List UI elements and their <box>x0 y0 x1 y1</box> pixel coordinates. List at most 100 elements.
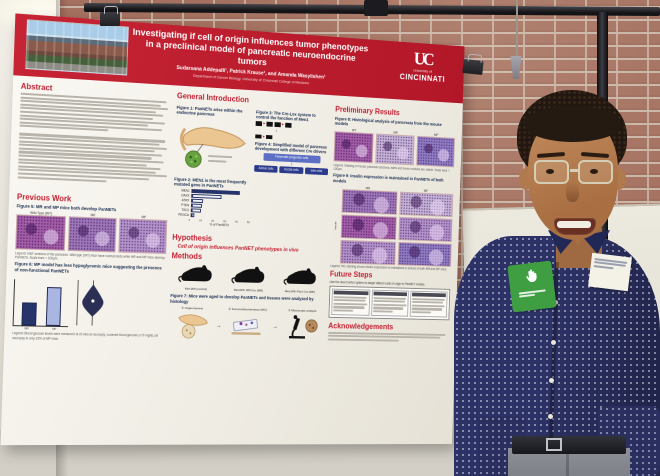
poster-column-left: Abstract Previous Work Figure 5: MR and … <box>12 80 172 344</box>
binder-clip-right <box>462 58 484 76</box>
fig8-histology-mr <box>375 133 415 166</box>
future-steps-table-col2 <box>370 289 410 317</box>
fig9-tile <box>339 239 396 265</box>
loxp-triangle-icon: ▸ <box>262 133 266 139</box>
fig1-pancreas-diagram <box>175 117 252 173</box>
fig2-tick-label: 10 <box>199 218 203 223</box>
fig6-bars <box>12 279 70 328</box>
fig5-histology-mr <box>67 216 117 253</box>
blurred-text-line <box>373 296 407 300</box>
poster-column-middle: General Introduction Figure 1: PanNETs a… <box>169 89 331 346</box>
blurred-text-line <box>372 310 393 313</box>
islet-shape <box>185 150 201 167</box>
blurred-text-line <box>372 306 404 310</box>
fig9-tile <box>340 214 397 240</box>
loxp-triangle-icon: ▸ <box>263 120 266 126</box>
fig9-row-label-wrap: Insulin <box>330 188 339 263</box>
glasses-bridge <box>570 169 580 172</box>
fig6-bar-chart: MR MP <box>12 279 70 331</box>
hair-fringe <box>524 106 622 142</box>
fig6-bar-mp <box>45 287 62 326</box>
fig6-legend: Legend: Blood glucose levels were measur… <box>12 331 158 341</box>
blurred-text-line <box>519 293 536 298</box>
stand-clamp <box>364 0 388 16</box>
fig4-child-box-islet: Islet cells <box>304 167 329 176</box>
poster-title-block: Investigating if cell of origin influenc… <box>129 27 370 89</box>
future-steps-table <box>328 285 451 320</box>
mouse-icon <box>283 268 316 286</box>
campus-photo <box>25 19 129 76</box>
intro-left-subcolumn: Figure 1: PanNETs arise within the endoc… <box>173 102 254 228</box>
fig2-bar <box>191 203 203 208</box>
blurred-text-line <box>333 299 366 302</box>
intro-right-subcolumn: Figure 3: The Cre-Lox system to control … <box>252 107 330 231</box>
acknowledgements-text <box>327 331 449 343</box>
blurred-text-line <box>333 309 354 312</box>
fig5-panel-mp: MP <box>118 214 168 255</box>
table-header-bar <box>333 290 369 296</box>
blurred-text-line <box>593 264 614 270</box>
fig6-charts-row: MR MP <box>12 274 165 333</box>
mouse-label-mp: Men1fl/fl; Pdx1-Cre (MP) <box>284 289 316 294</box>
fig5-histology-wt <box>15 214 66 251</box>
pants-crease <box>566 448 569 476</box>
table-cell-text <box>333 295 368 312</box>
workflow-step-1: ① Organ harvest <box>172 305 210 344</box>
fig2-tick-label: 40 <box>234 219 238 224</box>
belt-buckle <box>546 438 562 451</box>
microscope-icon <box>283 315 319 341</box>
table-header-bar <box>373 291 408 297</box>
mouse-model-control: Men1fl/fl (control) <box>178 262 214 292</box>
mouse-model-mr: Men1fl/fl; RIP-Cre (MR) <box>231 264 266 293</box>
workflow-step-3: ③ Microscopic analysis <box>283 308 320 346</box>
fig6-category-label: MR <box>24 326 29 331</box>
acknowledgements-heading: Acknowledgements <box>328 321 394 331</box>
fig5-image-row: Wild Type (WT) MR MP <box>15 210 168 255</box>
binder-clip-left <box>100 6 120 26</box>
abstract-paragraph-1 <box>19 92 171 135</box>
hand-icon <box>526 269 537 283</box>
poster-column-right: Preliminary Results Figure 8: Histologic… <box>327 103 456 344</box>
fig5-histology-mp <box>118 218 168 255</box>
slide-staining-icon <box>231 311 261 336</box>
fig5-panel-wt: Wild Type (WT) <box>15 210 66 251</box>
mouse-model-mp: Men1fl/fl; Pdx1-Cre (MP) <box>283 265 318 294</box>
arrow-right-icon: → <box>272 323 278 330</box>
mouse-label-mr: Men1fl/fl; RIP-Cre (MR) <box>233 287 264 293</box>
fig7-workflow-row: ① Organ harvest → ② Immunohistochemistry… <box>169 305 324 346</box>
blurred-text-line <box>373 300 405 303</box>
fig8-histology-wt <box>333 131 374 164</box>
fig9-row-label: Insulin <box>333 221 337 230</box>
badge-text <box>518 288 547 298</box>
fig2-gene-label: TSC2 <box>181 207 190 213</box>
mouse-icon <box>179 264 213 283</box>
violin-shape <box>81 283 105 317</box>
fig6-violin-plot <box>71 276 105 332</box>
fig2-gene-label: PTEN <box>181 203 190 208</box>
fig6-categories: MR MP <box>12 326 68 331</box>
pancreas-harvest-icon <box>173 310 211 340</box>
blurred-text-line <box>327 338 399 342</box>
fig4-child-box-ductal: Ductal cells <box>279 165 304 175</box>
fig9-column-mr <box>339 188 398 265</box>
blurred-text-line <box>333 295 368 299</box>
mouse-icon <box>231 266 265 285</box>
shirt-button <box>551 340 556 345</box>
person-presenter <box>440 80 660 476</box>
pancreas-shape <box>183 127 246 149</box>
future-steps-table-col1 <box>331 288 370 316</box>
fig4-child-box-acinar: Acinar cells <box>254 164 278 174</box>
fig2-tick-label: 50 <box>246 220 250 225</box>
fig8-image-row: WT MR MP <box>333 127 456 168</box>
methods-mice-row: Men1fl/fl (control) Men1fl/fl; RIP-Cre (… <box>171 262 325 295</box>
arrow-right-icon: → <box>216 322 222 329</box>
blurred-text-line <box>333 305 365 309</box>
nose <box>566 182 579 202</box>
blurred-text-line <box>411 307 443 311</box>
fig2-gene-label: ATRX <box>181 198 190 203</box>
shirt-button <box>549 378 554 383</box>
eye-left <box>546 169 554 174</box>
abstract-paragraph-2 <box>17 132 170 185</box>
fig2-bar <box>191 213 195 218</box>
